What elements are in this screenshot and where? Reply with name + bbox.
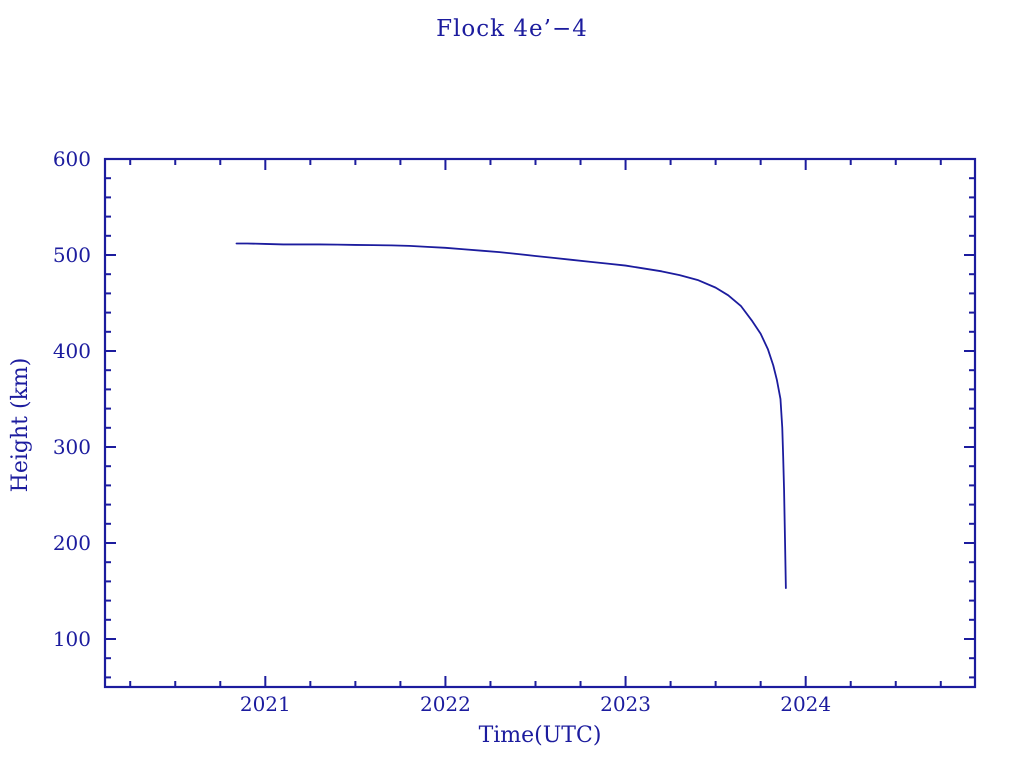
y-tick-label: 400 bbox=[53, 339, 91, 363]
y-tick-label: 500 bbox=[53, 243, 91, 267]
chart-title: Flock 4e’−4 bbox=[436, 16, 588, 42]
x-axis-ticks bbox=[129, 159, 942, 687]
data-series-line bbox=[235, 242, 787, 590]
x-axis-tick-labels: 2021 2022 2023 2024 bbox=[240, 692, 831, 716]
y-tick-label: 100 bbox=[53, 627, 91, 651]
y-tick-label: 300 bbox=[53, 435, 91, 459]
y-axis-ticks bbox=[105, 158, 975, 679]
x-tick-label: 2024 bbox=[780, 692, 831, 716]
y-tick-label: 600 bbox=[53, 147, 91, 171]
y-axis-tick-labels: 100 200 300 400 500 600 bbox=[53, 147, 91, 651]
y-tick-label: 200 bbox=[53, 531, 91, 555]
y-axis-title: Height (km) bbox=[8, 358, 33, 493]
x-tick-label: 2021 bbox=[240, 692, 291, 716]
plot-frame bbox=[103, 157, 977, 689]
x-tick-label: 2022 bbox=[420, 692, 471, 716]
x-axis-title: Time(UTC) bbox=[479, 723, 602, 748]
height-decay-curve bbox=[235, 242, 787, 590]
x-tick-label: 2023 bbox=[600, 692, 651, 716]
